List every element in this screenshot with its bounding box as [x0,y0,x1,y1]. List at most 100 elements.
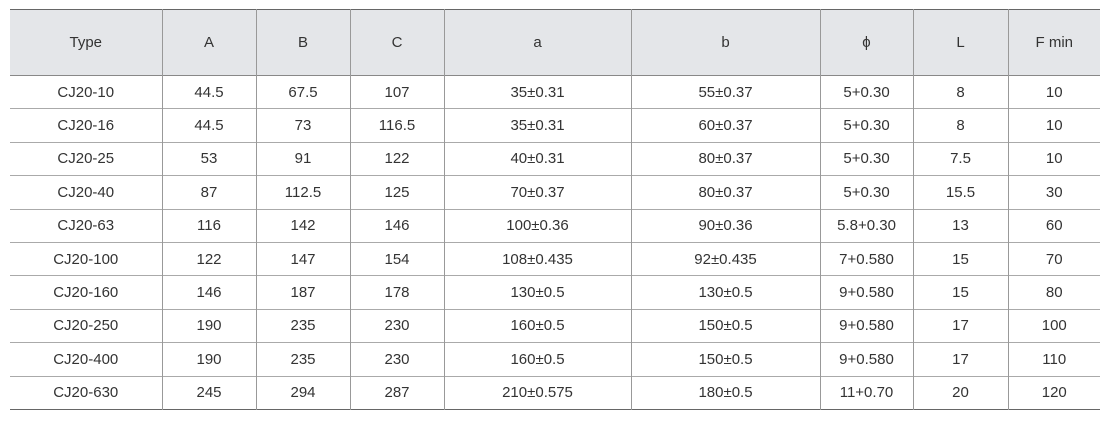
value-cell: 73 [255,108,351,143]
table-row: CJ20-25 53 91 122 40±0.31 80±0.37 5+0.30 7.5 10 [10,142,1100,176]
value-cell: 130±0.5 [443,275,632,310]
table-row: CJ20-400 190 235 230 160±0.5 150±0.5 9+0.580 17… [10,342,1100,377]
value-cell: 13 [912,209,1009,243]
value-cell: 100±0.36 [443,209,632,243]
value-cell: 146 [161,275,257,310]
tolerance-cell: 7+0.580 [819,242,914,276]
value-cell: 40±0.31 [443,142,632,176]
header-cell: Type [10,9,163,76]
value-cell: 160±0.5 [443,342,632,377]
table-row: CJ20-16 44.5 73 116.5 35±0.31 60±0.37 5+0.30 8 1… [10,108,1100,143]
value-cell: 30 [1007,175,1100,210]
header-cell: F min [1007,9,1100,76]
table-body: CJ20-10 44.5 67.5 107 35±0.31 55±0.37 5+0.30 8 1… [10,75,1100,410]
value-cell: 15.5 [912,175,1009,210]
value-cell: 160±0.5 [443,309,632,343]
value-cell: 107 [349,75,445,109]
tolerance: +0.580 [848,317,894,334]
header-cell: A [161,9,257,76]
tolerance-lower: 0 [881,183,890,201]
value-cell: 10 [1007,75,1100,109]
value-cell: 178 [349,275,445,310]
header-cell: C [349,9,445,76]
type-cell: CJ20-100 [10,242,163,276]
value-cell: 190 [161,342,257,377]
type-cell: CJ20-63 [10,209,163,243]
tolerance-upper: +0.3 [851,117,882,135]
tolerance-lower: 0 [887,217,896,235]
tolerance-lower: 0 [884,384,894,402]
tolerance-lower: 0 [885,350,894,368]
header-cell: b [630,9,821,76]
value-cell: 55±0.37 [630,75,821,109]
tolerance-upper: +0.3 [851,183,882,201]
value-cell: 154 [349,242,445,276]
value-cell: 92±0.435 [630,242,821,276]
type-cell: CJ20-16 [10,108,163,143]
table-row: CJ20-40 87 112.5 125 70±0.37 80±0.37 5+0.30 15.… [10,175,1100,210]
value-cell: 44.5 [161,75,257,109]
tolerance-cell: 9+0.580 [819,342,914,377]
value-cell: 44.5 [161,108,257,143]
value-cell: 122 [349,142,445,176]
value-cell: 120 [1007,376,1100,410]
tolerance-cell: 5+0.30 [819,108,914,143]
value-cell: 235 [255,309,351,343]
table-row: CJ20-100 122 147 154 108±0.435 92±0.435 7+0.58… [10,242,1100,276]
tolerance-cell: 11+0.70 [819,376,914,410]
value-cell: 70 [1007,242,1100,276]
tolerance: +0.30 [852,184,890,201]
tolerance-upper: +0.58 [847,284,886,302]
value-cell: 87 [161,175,257,210]
value-cell: 80±0.37 [630,142,821,176]
tolerance-cell: 9+0.580 [819,275,914,310]
value-cell: 90±0.36 [630,209,821,243]
value-cell: 125 [349,175,445,210]
tolerance-upper: +0.58 [847,317,886,335]
type-cell: CJ20-250 [10,309,163,343]
tolerance: +0.580 [848,284,894,301]
value-cell: 10 [1007,108,1100,143]
tolerance-cell: 5.8+0.30 [819,209,914,243]
value-cell: 60±0.37 [630,108,821,143]
value-cell: 53 [161,142,257,176]
table-row: CJ20-63 116 142 146 100±0.36 90±0.36 5.8+0.30 1… [10,209,1100,243]
tolerance-lower: 0 [881,150,890,168]
type-cell: CJ20-630 [10,376,163,410]
header-cell: ϕ [819,9,914,76]
tolerance: +0.580 [848,351,894,368]
value-cell: 230 [349,342,445,377]
value-cell: 67.5 [255,75,351,109]
value-cell: 287 [349,376,445,410]
value-cell: 10 [1007,142,1100,176]
value-cell: 187 [255,275,351,310]
value-cell: 230 [349,309,445,343]
value-cell: 15 [912,275,1009,310]
value-cell: 190 [161,309,257,343]
tolerance-base: 9 [839,284,848,302]
table-row: CJ20-10 44.5 67.5 107 35±0.31 55±0.37 5+0.30 8 1… [10,75,1100,109]
value-cell: 210±0.575 [443,376,632,410]
value-cell: 147 [255,242,351,276]
value-cell: 35±0.31 [443,108,632,143]
type-cell: CJ20-400 [10,342,163,377]
value-cell: 35±0.31 [443,75,632,109]
type-cell: CJ20-160 [10,275,163,310]
value-cell: 108±0.435 [443,242,632,276]
tolerance-upper: +0.3 [857,217,888,235]
value-cell: 80 [1007,275,1100,310]
type-cell: CJ20-40 [10,175,163,210]
value-cell: 20 [912,376,1009,410]
value-cell: 130±0.5 [630,275,821,310]
value-cell: 110 [1007,342,1100,377]
value-cell: 70±0.37 [443,175,632,210]
value-cell: 15 [912,242,1009,276]
tolerance: +0.70 [855,384,893,401]
value-cell: 80±0.37 [630,175,821,210]
value-cell: 245 [161,376,257,410]
tolerance-base: 9 [839,317,848,335]
value-cell: 7.5 [912,142,1009,176]
tolerance-base: 11 [839,384,856,402]
header-cell: B [255,9,351,76]
